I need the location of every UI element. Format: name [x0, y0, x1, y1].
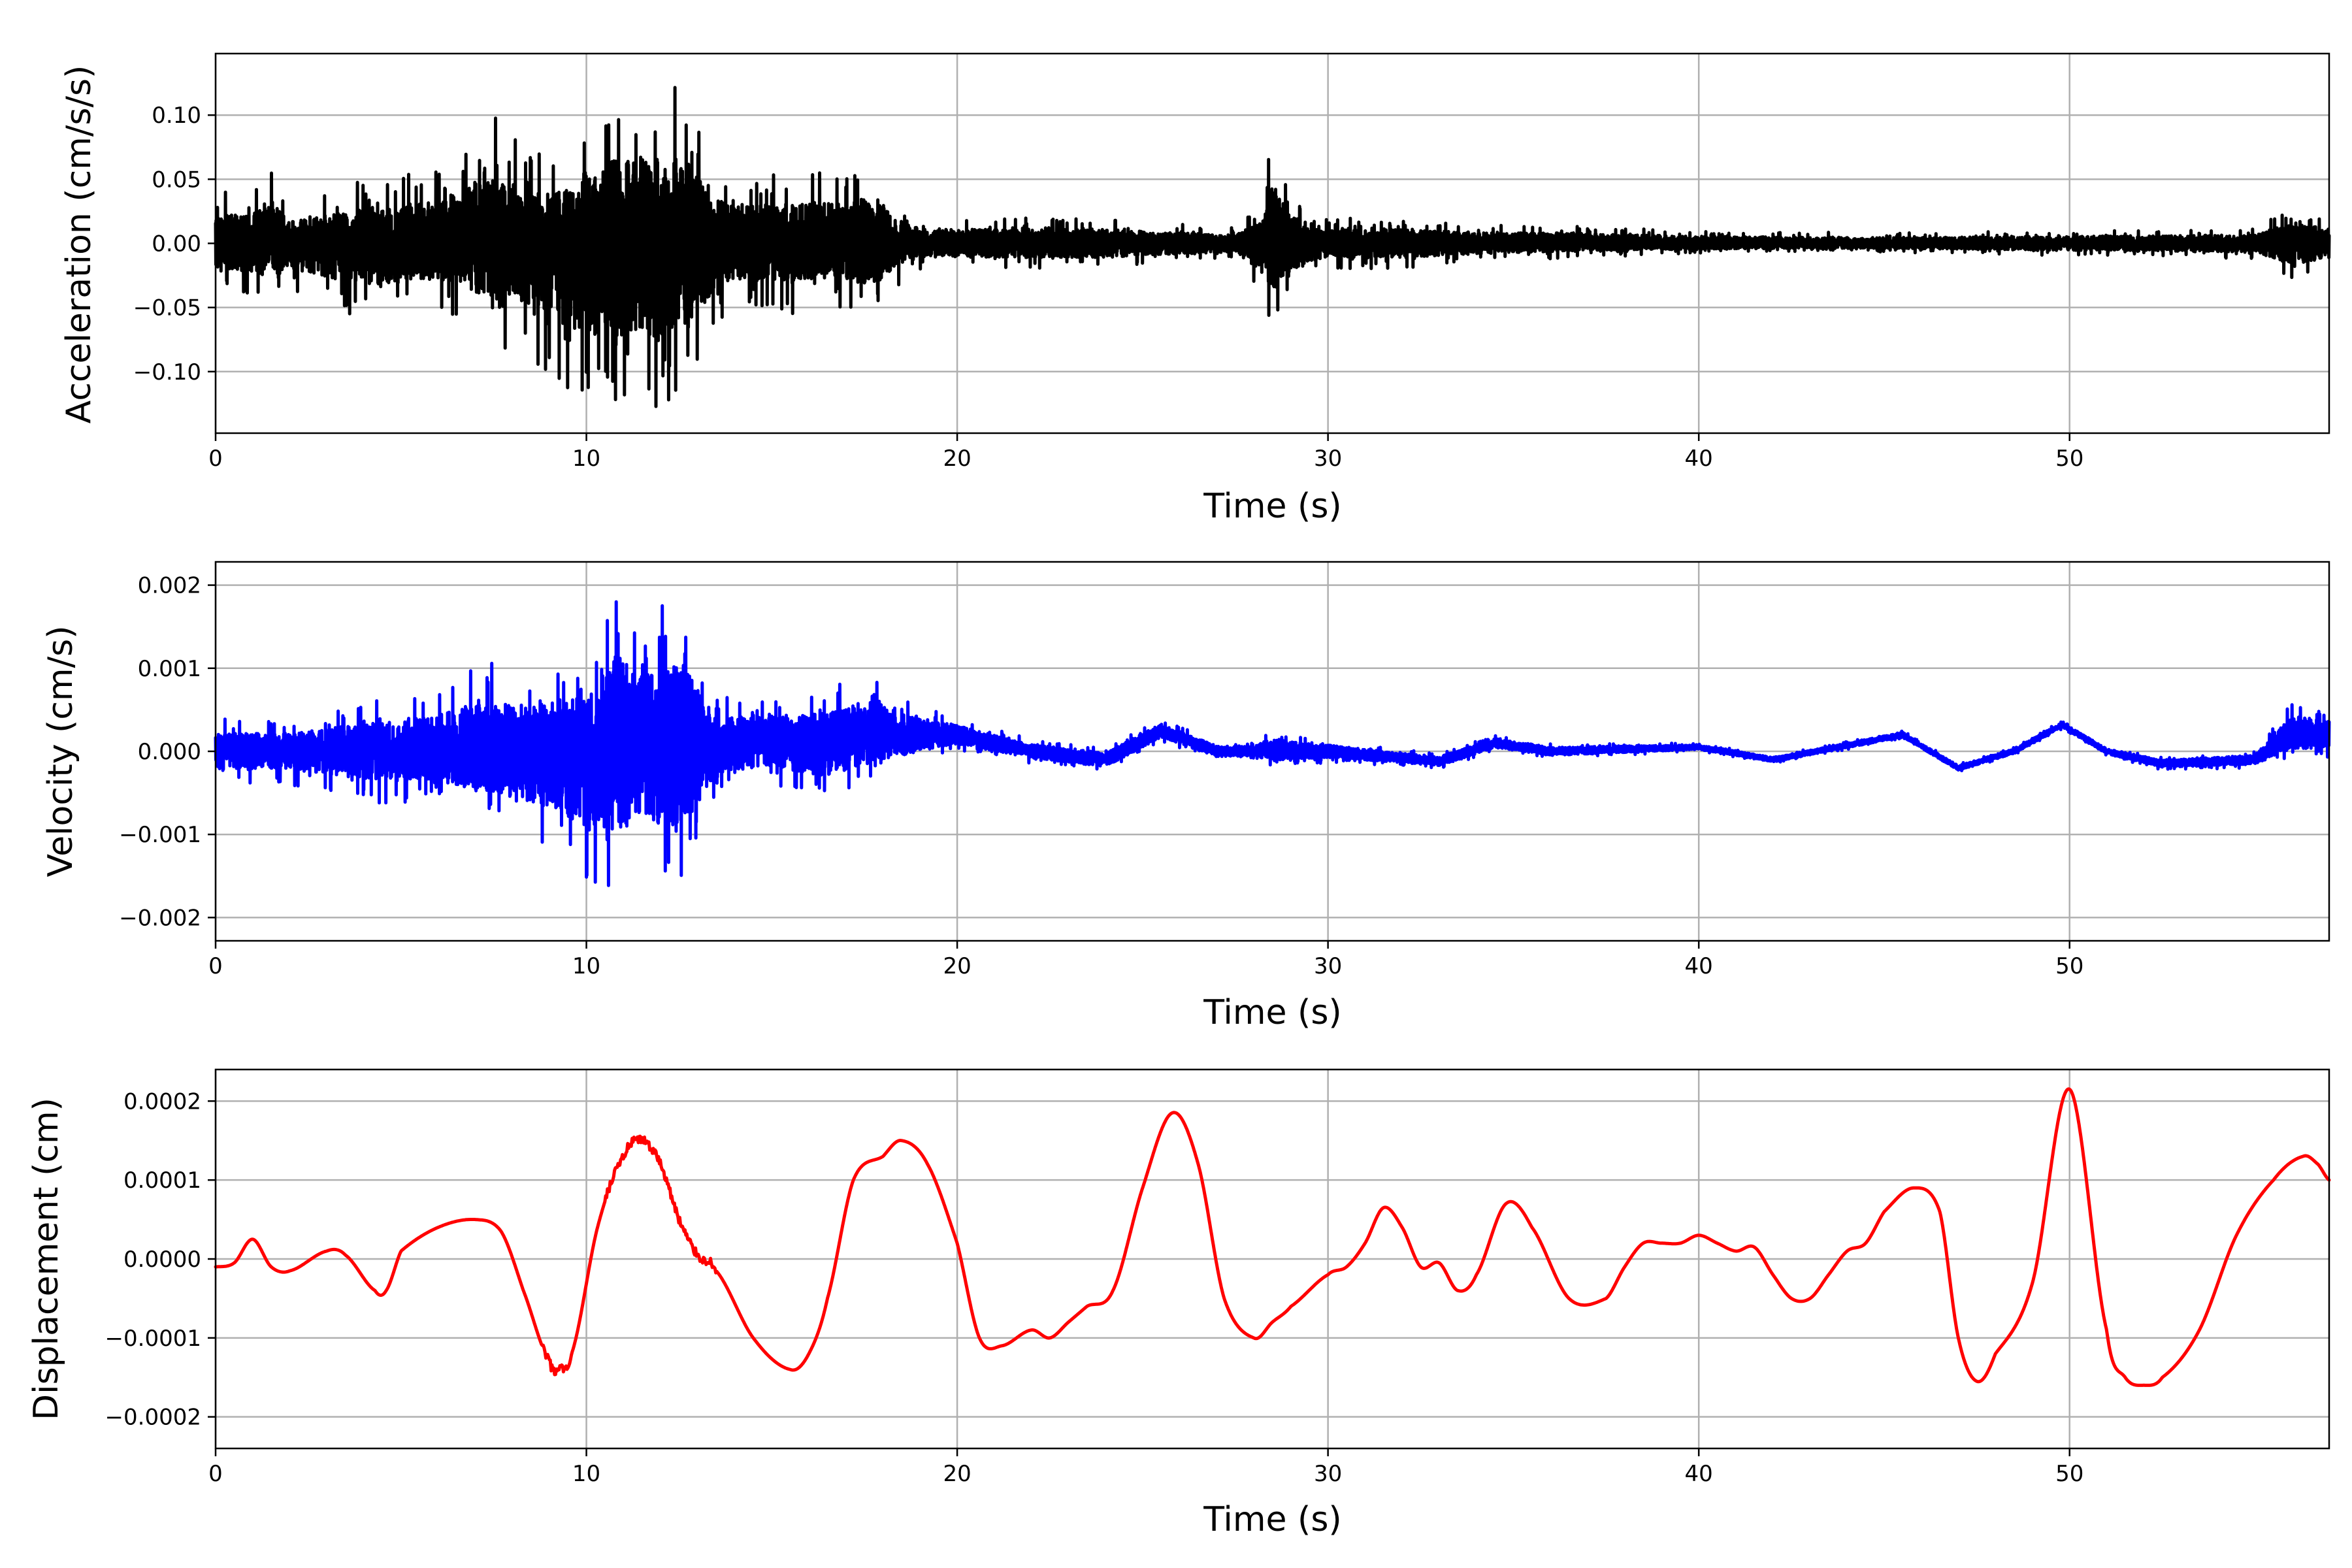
velocity-y-axis-label: Velocity (cm/s): [41, 626, 80, 877]
acceleration-y-tick-label: 0.00: [152, 231, 201, 257]
acceleration-y-tick-label: 0.10: [152, 103, 201, 129]
displacement-series-line: [214, 1087, 2331, 1387]
acceleration-series-line: [214, 86, 2331, 408]
velocity-y-tick-label: −0.002: [119, 905, 201, 931]
velocity-series-line: [214, 600, 2331, 887]
velocity-x-tick-label: 40: [1685, 953, 1713, 979]
displacement-x-tick-label: 40: [1685, 1461, 1713, 1487]
displacement-x-axis-label: Time (s): [1203, 1500, 1341, 1539]
acceleration-x-tick-label: 20: [943, 446, 971, 472]
acceleration-x-tick-label: 10: [572, 446, 600, 472]
velocity-x-axis-label: Time (s): [1203, 993, 1341, 1032]
velocity-x-tick-label: 10: [572, 953, 600, 979]
displacement-y-tick-label: 0.0000: [123, 1247, 201, 1273]
displacement-y-tick-label: 0.0002: [123, 1088, 201, 1115]
displacement-panel: Displacement (cm) Time (s) 0 10 20 30 40 50 −0…: [27, 1068, 2331, 1539]
displacement-y-tick-label: −0.0002: [105, 1405, 201, 1431]
acceleration-y-tick-label: 0.05: [152, 167, 201, 193]
velocity-x-tick-label: 0: [208, 953, 223, 979]
displacement-x-tick-label: 0: [208, 1461, 223, 1487]
acceleration-y-tick-label: −0.10: [133, 359, 201, 385]
displacement-y-axis-label: Displacement (cm): [27, 1098, 66, 1420]
displacement-y-tick-label: −0.0001: [105, 1326, 201, 1352]
displacement-x-tick-label: 20: [943, 1461, 971, 1487]
velocity-y-tick-label: 0.000: [138, 739, 201, 765]
acceleration-x-tick-label: 50: [2055, 446, 2083, 472]
acceleration-panel: Acceleration (cm/s/s) Time (s) 0 10 20 30 40…: [59, 52, 2331, 526]
acceleration-y-axis-label: Acceleration (cm/s/s): [59, 65, 99, 424]
velocity-panel: Velocity (cm/s) Time (s) 0 10 20 30 40 50 −0.0…: [41, 561, 2331, 1032]
velocity-x-tick-label: 20: [943, 953, 971, 979]
velocity-y-tick-label: −0.001: [119, 822, 201, 848]
acceleration-x-tick-label: 40: [1685, 446, 1713, 472]
acceleration-x-axis-label: Time (s): [1203, 487, 1341, 526]
velocity-x-tick-label: 50: [2055, 953, 2083, 979]
velocity-x-tick-label: 30: [1314, 953, 1342, 979]
velocity-y-tick-label: 0.002: [138, 573, 201, 599]
displacement-y-tick-label: 0.0001: [123, 1168, 201, 1194]
velocity-y-tick-label: 0.001: [138, 656, 201, 682]
acceleration-y-tick-label: −0.05: [133, 295, 201, 321]
acceleration-x-tick-label: 0: [208, 446, 223, 472]
displacement-x-tick-label: 10: [572, 1461, 600, 1487]
acceleration-x-tick-label: 30: [1314, 446, 1342, 472]
displacement-x-tick-label: 50: [2055, 1461, 2083, 1487]
displacement-x-tick-label: 30: [1314, 1461, 1342, 1487]
